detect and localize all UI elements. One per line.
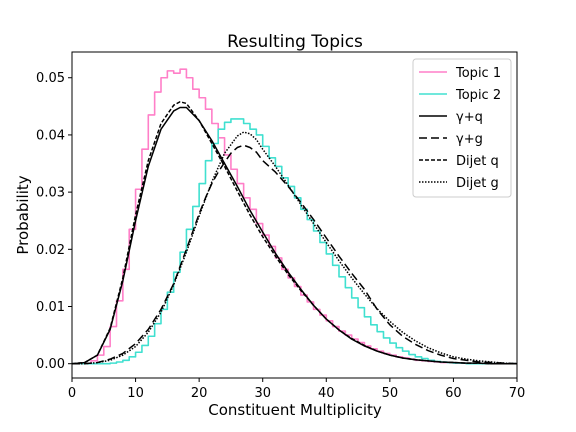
y-axis-label: Probability bbox=[14, 175, 32, 254]
series-line-6 bbox=[72, 131, 518, 365]
x-tick-label: 40 bbox=[318, 386, 335, 401]
y-tick-label: 0.05 bbox=[36, 71, 65, 86]
x-tick-label: 60 bbox=[445, 386, 462, 401]
y-tick-label: 0.04 bbox=[36, 128, 65, 143]
y-tick-label: 0.03 bbox=[36, 186, 65, 201]
series-line-4 bbox=[72, 144, 518, 365]
y-axis-ticks: 0.00 0.01 0.02 0.03 0.04 0.05 bbox=[36, 71, 72, 372]
series-line-5 bbox=[71, 101, 517, 365]
plot-frame bbox=[71, 51, 518, 379]
chart-title: Resulting Topics bbox=[227, 32, 363, 52]
y-tick-label: 0.00 bbox=[36, 357, 65, 372]
y-tick-label: 0.02 bbox=[36, 243, 65, 258]
legend-label: Topic 1 bbox=[455, 66, 501, 81]
y-tick-label: 0.01 bbox=[36, 300, 65, 315]
legend: Topic 1 Topic 2 γ+q γ+g Dijet q Dijet g bbox=[412, 58, 512, 198]
legend-label: γ+q bbox=[456, 110, 483, 125]
legend-label: Dijet g bbox=[456, 176, 499, 191]
series-line-2 bbox=[72, 118, 517, 365]
x-tick-label: 20 bbox=[191, 386, 208, 401]
x-axis-ticks: 0 10 20 30 40 50 60 70 bbox=[68, 378, 525, 401]
x-tick-label: 0 bbox=[68, 386, 76, 401]
legend-label: γ+g bbox=[456, 132, 483, 147]
plot-series bbox=[71, 68, 518, 365]
x-tick-label: 50 bbox=[382, 386, 399, 401]
x-tick-label: 10 bbox=[127, 386, 144, 401]
legend-label: Topic 2 bbox=[455, 88, 501, 103]
x-tick-label: 30 bbox=[254, 386, 271, 401]
x-axis-label: Constituent Multiplicity bbox=[208, 401, 382, 419]
legend-label: Dijet q bbox=[456, 154, 499, 169]
x-tick-label: 70 bbox=[509, 386, 526, 401]
